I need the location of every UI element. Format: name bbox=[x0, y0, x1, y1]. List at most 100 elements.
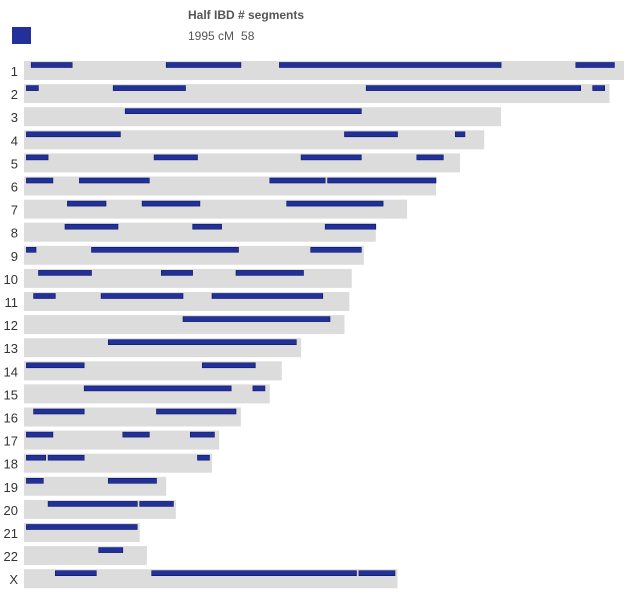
chromosome-row-20: 20 bbox=[4, 499, 176, 519]
chromosome-label: 8 bbox=[11, 226, 18, 241]
ibd-segment bbox=[47, 454, 85, 461]
ibd-segment bbox=[592, 85, 606, 91]
chromosome-label: 16 bbox=[4, 411, 18, 426]
chromosome-label: 3 bbox=[11, 110, 18, 125]
chromosome-row-10: 10 bbox=[4, 268, 352, 288]
chromosome-label: 21 bbox=[4, 526, 18, 541]
ibd-segment bbox=[156, 408, 237, 415]
chromosome-bar bbox=[24, 153, 461, 173]
legend-segment-count: 58 bbox=[241, 29, 255, 43]
ibd-segment bbox=[151, 570, 357, 577]
ibd-segment bbox=[26, 524, 138, 530]
chromosome-row-22: 22 bbox=[4, 546, 147, 566]
chromosome-bar bbox=[24, 546, 147, 566]
chromosome-label: 14 bbox=[4, 364, 18, 379]
ibd-segment bbox=[202, 362, 256, 369]
ibd-segment bbox=[192, 223, 222, 230]
chromosome-row-4: 4 bbox=[11, 130, 485, 150]
ibd-segment bbox=[26, 85, 39, 91]
ibd-segment bbox=[161, 270, 193, 276]
chromosome-label: 17 bbox=[4, 434, 18, 449]
ibd-segment bbox=[83, 385, 232, 392]
ibd-segment bbox=[100, 293, 184, 299]
ibd-segment bbox=[26, 247, 37, 253]
chromosome-bar bbox=[24, 430, 220, 450]
ibd-segment bbox=[124, 108, 362, 114]
chromosome-label: 13 bbox=[4, 341, 18, 356]
ibd-segment bbox=[33, 408, 85, 415]
ibd-segment bbox=[197, 454, 210, 461]
chromosome-label: 19 bbox=[4, 480, 18, 495]
ibd-segment bbox=[310, 247, 362, 253]
chromosome-label: 11 bbox=[5, 295, 19, 310]
chromosome-row-13: 13 bbox=[4, 338, 302, 358]
ibd-segment bbox=[30, 62, 73, 68]
chromosome-row-11: 11 bbox=[5, 292, 350, 311]
chromosome-label: 20 bbox=[4, 503, 18, 518]
ibd-segment bbox=[26, 154, 49, 161]
chromosome-row-17: 17 bbox=[4, 430, 220, 450]
ibd-segment bbox=[182, 316, 331, 322]
chromosome-row-21: 21 bbox=[4, 523, 140, 542]
chromosome-row-2: 2 bbox=[11, 84, 610, 104]
ibd-segment bbox=[79, 177, 150, 184]
ibd-segment bbox=[26, 431, 54, 438]
chromosome-row-3: 3 bbox=[11, 107, 502, 127]
ibd-segment bbox=[54, 570, 97, 577]
chromosome-label: 10 bbox=[4, 272, 18, 287]
legend-values: 1995 cM 58 bbox=[188, 29, 261, 43]
chromosome-label: 22 bbox=[4, 549, 18, 564]
ibd-segment bbox=[269, 177, 326, 184]
chromosome-row-16: 16 bbox=[4, 407, 241, 427]
ibd-segment bbox=[98, 547, 124, 553]
ibd-segment bbox=[26, 477, 44, 484]
chromosome-label: 18 bbox=[4, 457, 18, 472]
chromosome-label: 6 bbox=[11, 180, 18, 195]
ibd-segment bbox=[286, 200, 384, 207]
chromosome-row-18: 18 bbox=[4, 453, 212, 473]
ibd-segment bbox=[64, 223, 119, 230]
chromosome-row-14: 14 bbox=[4, 361, 282, 381]
chromosome-label: X bbox=[9, 572, 18, 587]
chromosome-row-7: 7 bbox=[11, 199, 408, 219]
chromosome-row-12: 12 bbox=[4, 315, 345, 335]
ibd-segment bbox=[235, 270, 304, 276]
legend-swatch bbox=[12, 27, 31, 44]
chromosome-label: 12 bbox=[4, 318, 18, 333]
ibd-segment bbox=[324, 223, 377, 230]
ibd-segment bbox=[211, 293, 324, 299]
ibd-segment bbox=[38, 270, 92, 276]
chromosome-row-1: 1 bbox=[11, 61, 624, 80]
ibd-segment bbox=[190, 431, 215, 438]
ibd-segment bbox=[67, 200, 107, 207]
ibd-segment bbox=[300, 154, 362, 161]
ibd-segment bbox=[327, 177, 437, 184]
legend-title: Half IBD # segments bbox=[188, 8, 305, 22]
ibd-segment bbox=[108, 339, 297, 346]
ibd-segment bbox=[47, 501, 138, 507]
chromosome-row-6: 6 bbox=[11, 176, 437, 196]
ibd-segment bbox=[141, 200, 201, 207]
ibd-segment bbox=[454, 131, 466, 138]
ibd-segment bbox=[153, 154, 198, 161]
chromosome-row-19: 19 bbox=[4, 476, 167, 496]
ibd-segment bbox=[252, 385, 266, 392]
ibd-segment bbox=[26, 454, 46, 461]
ibd-segment bbox=[279, 62, 502, 68]
ibd-segment bbox=[122, 431, 150, 438]
chromosome-label: 5 bbox=[11, 156, 18, 171]
chromosome-label: 7 bbox=[11, 203, 18, 218]
chromosome-row-8: 8 bbox=[11, 222, 377, 242]
legend-total-cm: 1995 cM bbox=[188, 29, 235, 43]
ibd-segment bbox=[91, 247, 239, 253]
ibd-segment bbox=[108, 477, 157, 484]
ibd-segment bbox=[33, 293, 56, 299]
ibd-segment bbox=[26, 131, 121, 138]
chromosome-label: 1 bbox=[11, 64, 18, 79]
chromosome-label: 4 bbox=[11, 133, 18, 148]
ibd-segment bbox=[139, 501, 174, 507]
chromosome-row-15: 15 bbox=[4, 384, 270, 404]
chromosome-label: 2 bbox=[11, 87, 18, 102]
ibd-segment bbox=[575, 62, 615, 68]
